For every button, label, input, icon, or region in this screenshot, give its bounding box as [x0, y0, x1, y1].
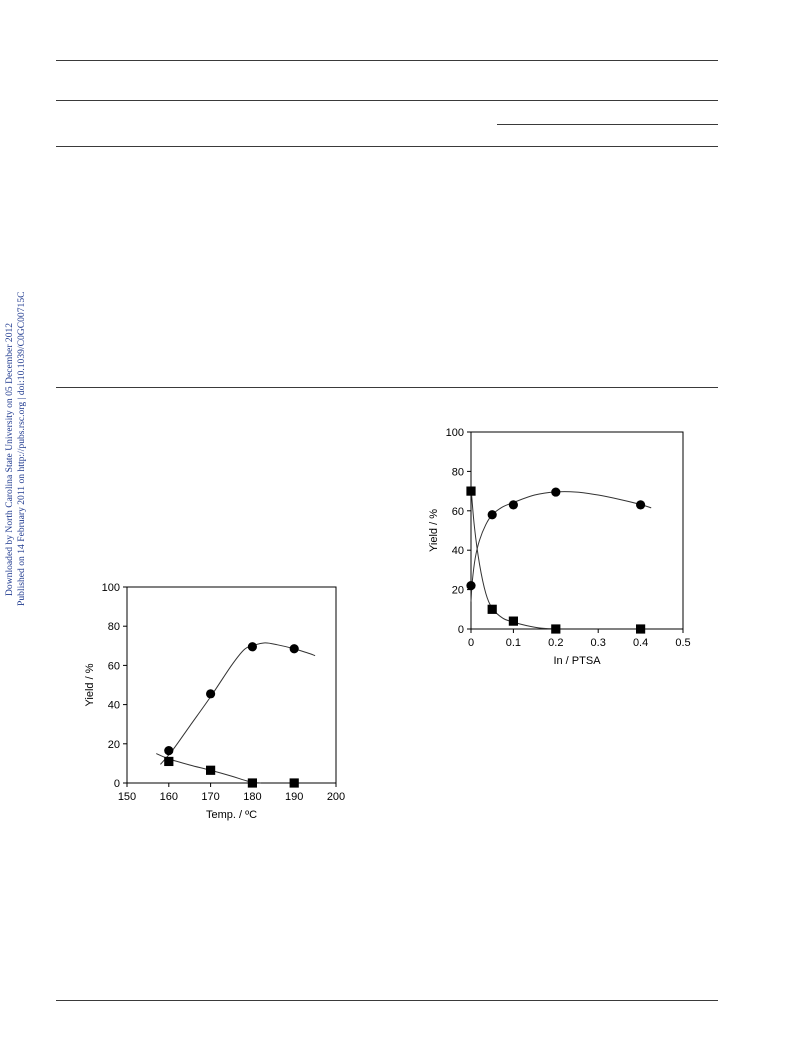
y-tick-label: 20 [452, 585, 464, 597]
y-tick-label: 80 [108, 621, 120, 633]
data-point-circle [206, 689, 216, 699]
curve-circle-fit [470, 491, 652, 602]
y-tick-label: 100 [446, 427, 464, 439]
curve-square-fit [470, 487, 556, 630]
data-point-square [206, 765, 216, 775]
plot-frame [126, 586, 337, 784]
x-tick-label: 0 [468, 637, 474, 649]
y-tick-label: 60 [108, 660, 120, 672]
x-tick-label: 0.3 [591, 637, 606, 649]
data-point-square [289, 778, 299, 788]
x-tick-label: 170 [201, 791, 219, 803]
data-point-square [508, 616, 518, 626]
y-tick-label: 0 [114, 778, 120, 790]
table-mid-rule [56, 146, 718, 147]
y-tick-label: 80 [452, 466, 464, 478]
data-point-circle [466, 581, 476, 591]
x-tick-label: 0.2 [548, 637, 563, 649]
x-tick-label: 0.5 [675, 637, 690, 649]
data-point-square [247, 778, 257, 788]
x-tick-label: 160 [160, 791, 178, 803]
x-axis-label: Temp. / ºC [206, 809, 257, 821]
data-point-square [636, 624, 646, 634]
curve-circle-fit [160, 642, 316, 765]
x-tick-label: 0.4 [633, 637, 648, 649]
y-tick-label: 100 [102, 582, 120, 594]
table-subheader-rule [497, 124, 718, 125]
y-tick-label: 40 [452, 545, 464, 557]
x-tick-label: 200 [327, 791, 345, 803]
chart-temperature-yield: 150 160 170 180 190 200 0 20 40 60 80 100 Temp. / ºC… [84, 582, 345, 821]
footer-rule [56, 1000, 718, 1001]
y-tick-label: 20 [108, 739, 120, 751]
x-tick-label: 190 [285, 791, 303, 803]
y-tick-label: 0 [458, 624, 464, 636]
data-point-square [466, 486, 476, 496]
y-axis-label: Yield / % [84, 663, 96, 706]
data-point-square [551, 624, 561, 634]
data-point-circle [487, 510, 497, 520]
x-tick-label: 150 [118, 791, 136, 803]
data-point-circle [289, 644, 299, 654]
x-tick-label: 180 [243, 791, 261, 803]
top-rule [56, 60, 718, 61]
data-point-square [164, 756, 174, 767]
x-tick-label: 0.1 [506, 637, 521, 649]
data-point-circle [247, 642, 257, 652]
y-tick-label: 60 [452, 506, 464, 518]
x-axis-label: In / PTSA [553, 655, 601, 667]
data-point-circle [636, 500, 646, 510]
data-point-square [487, 604, 497, 614]
y-tick-label: 40 [108, 700, 120, 712]
data-point-circle [551, 487, 561, 497]
data-point-circle [164, 746, 174, 756]
table-bottom-rule [56, 387, 718, 388]
plot-frame [470, 431, 684, 630]
y-axis-label: Yield / % [428, 509, 440, 552]
table-header-rule [56, 100, 718, 101]
data-point-circle [508, 500, 518, 510]
chart-ratio-yield: 0 0.1 0.2 0.3 0.4 0.5 0 20 40 60 80 100 In / PTSA Yie… [428, 427, 691, 667]
